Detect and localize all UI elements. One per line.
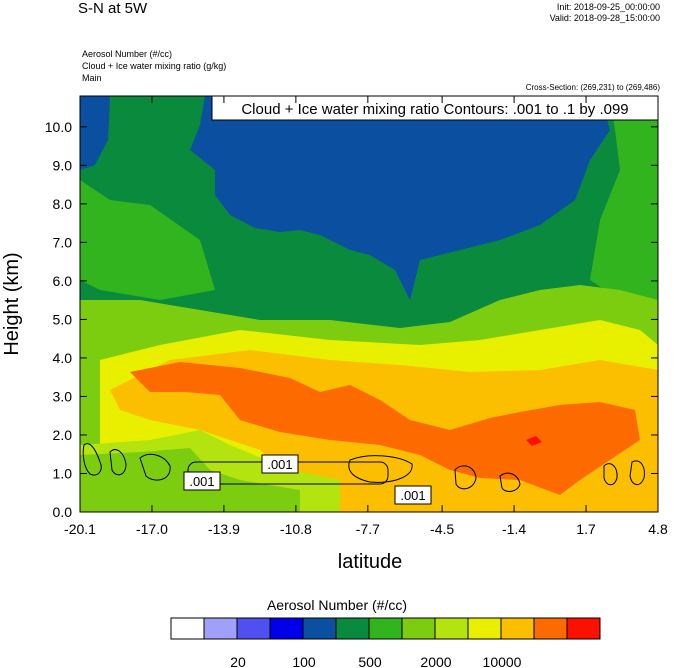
colorbar-title: Aerosol Number (#/cc) bbox=[266, 597, 408, 613]
y-tick-label: 7.0 bbox=[53, 234, 73, 250]
colorbar-swatch bbox=[203, 617, 238, 640]
cloud-contour-mid bbox=[348, 455, 413, 483]
y-tick-label: 9.0 bbox=[53, 157, 73, 173]
colorbar-swatch bbox=[269, 617, 304, 640]
cloud-contour-right-4 bbox=[629, 460, 645, 485]
colorbar-swatch bbox=[236, 617, 271, 640]
cross-section-label: Cross-Section: (269,231) to (269,486) bbox=[525, 83, 660, 92]
cloud-contour-left-2 bbox=[109, 449, 127, 476]
colorbar-label: 500 bbox=[358, 654, 382, 668]
y-tick-label: 5.0 bbox=[53, 311, 73, 327]
field-label-aerosol: Aerosol Number (#/cc) bbox=[82, 49, 173, 59]
field-label-cloud-ice: Cloud + Ice water mixing ratio (g/kg) bbox=[82, 61, 227, 71]
contour-label-box bbox=[394, 485, 432, 505]
cloud-contour-right-3 bbox=[603, 463, 618, 486]
colorbar-swatch bbox=[500, 617, 535, 640]
field-region-max bbox=[526, 436, 542, 446]
y-tick-label: 1.0 bbox=[53, 465, 73, 481]
y-axis-label: Height (km) bbox=[1, 252, 23, 355]
colorbar: 20 100 500 2000 10000 bbox=[170, 617, 601, 668]
valid-time: Valid: 2018-09-28_15:00:00 bbox=[549, 13, 660, 23]
overlay-label-group: Cloud + Ice water mixing ratio Contours:… bbox=[211, 95, 659, 121]
cloud-contour-left bbox=[82, 443, 102, 476]
colorbar-label: 20 bbox=[230, 654, 246, 668]
y-tick-label: 10.0 bbox=[45, 119, 72, 135]
overlay-label-box bbox=[211, 95, 659, 121]
y-tick-label: 2.0 bbox=[53, 427, 73, 443]
x-tick-label: -7.7 bbox=[356, 521, 380, 537]
x-tick-label: -13.9 bbox=[208, 521, 240, 537]
y-tick-label: 0.0 bbox=[53, 504, 73, 520]
contour-label-box bbox=[183, 471, 221, 491]
x-tick-label: -10.8 bbox=[280, 521, 312, 537]
field-label-main: Main bbox=[82, 73, 102, 83]
cloud-contour-left-3 bbox=[139, 453, 171, 481]
x-tick-label: -1.4 bbox=[502, 521, 526, 537]
plot-title: S-N at 5W bbox=[78, 0, 148, 17]
y-tick-label: 8.0 bbox=[53, 196, 73, 212]
field-region-left-light-green bbox=[80, 180, 215, 300]
y-axis: 0.0 1.0 2.0 3.0 4.0 5.0 6.0 7.0 8.0 9.0 10.0 bbox=[45, 119, 658, 520]
field-region-low-aerosol-left bbox=[80, 96, 110, 170]
field-region-peak-layer bbox=[130, 362, 640, 495]
field-region-upper-right-green bbox=[590, 96, 658, 300]
field-region-low-aerosol bbox=[190, 96, 610, 300]
y-tick-label: 3.0 bbox=[53, 388, 73, 404]
x-tick-label: 1.7 bbox=[576, 521, 596, 537]
contour-label: .001 bbox=[267, 457, 292, 472]
cloud-contour-right-2 bbox=[499, 472, 521, 492]
contour-label-group: .001 .001 .001 bbox=[183, 454, 432, 505]
colorbar-swatch bbox=[566, 617, 601, 640]
colorbar-label: 10000 bbox=[483, 654, 522, 668]
contour-label-box bbox=[261, 454, 299, 474]
y-tick-label: 4.0 bbox=[53, 350, 73, 366]
y-tick-label: 6.0 bbox=[53, 273, 73, 289]
colorbar-label: 2000 bbox=[420, 654, 451, 668]
colorbar-swatch bbox=[467, 617, 502, 640]
colorbar-swatch bbox=[170, 617, 205, 640]
contour-label: .001 bbox=[189, 474, 214, 489]
contour-label: .001 bbox=[400, 488, 425, 503]
colorbar-swatch bbox=[335, 617, 370, 640]
colorbar-swatch bbox=[401, 617, 436, 640]
x-axis: -20.1 -17.0 -13.9 -10.8 -7.7 -4.5 -1.4 1.7 4.8 bbox=[64, 96, 668, 537]
colorbar-swatch bbox=[368, 617, 403, 640]
colorbar-swatch bbox=[533, 617, 568, 640]
colorbar-label: 100 bbox=[292, 654, 316, 668]
colorbar-swatch bbox=[434, 617, 469, 640]
init-time: Init: 2018-09-25_00:00:00 bbox=[556, 2, 660, 12]
x-tick-label: 4.8 bbox=[648, 521, 668, 537]
cloud-contour-right-1 bbox=[454, 465, 477, 490]
x-tick-label: -20.1 bbox=[64, 521, 96, 537]
colorbar-swatch bbox=[302, 617, 337, 640]
overlay-label: Cloud + Ice water mixing ratio Contours:… bbox=[241, 101, 628, 118]
x-tick-label: -17.0 bbox=[136, 521, 168, 537]
x-axis-label: latitude bbox=[338, 551, 403, 573]
heatmap-field bbox=[80, 96, 658, 512]
x-tick-label: -4.5 bbox=[430, 521, 454, 537]
